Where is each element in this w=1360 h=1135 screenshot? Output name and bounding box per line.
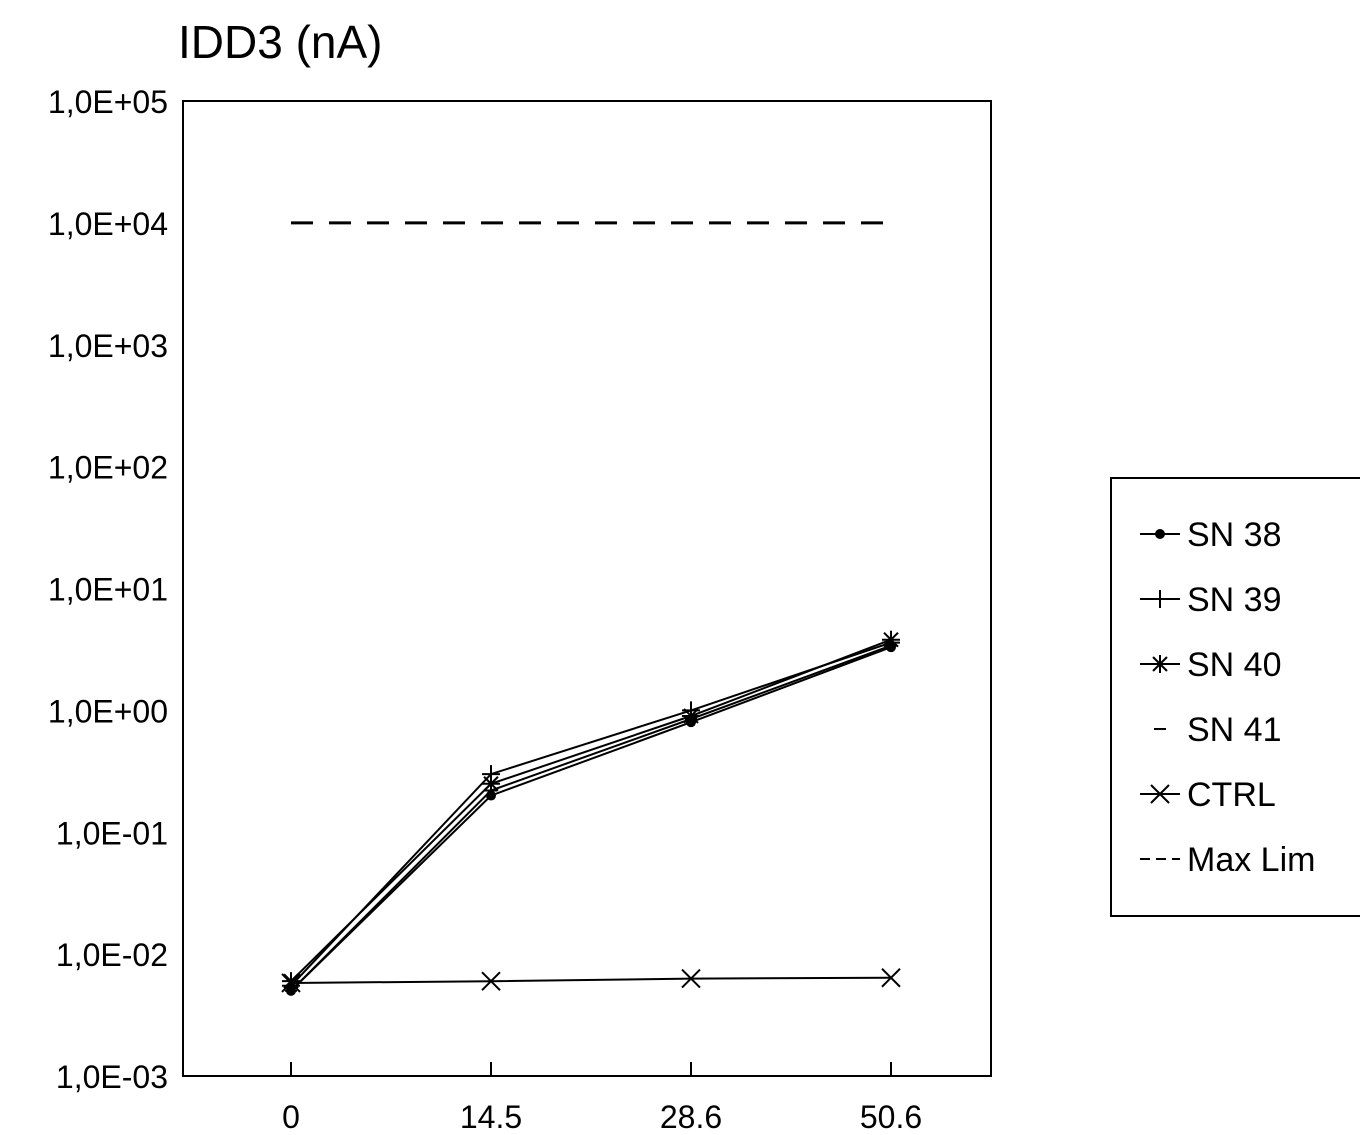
legend-marker [1151, 590, 1169, 608]
series-line [290, 644, 892, 992]
y-tick-label: 1,0E-02 [56, 937, 168, 973]
chart-title: IDD3 (nA) [178, 16, 382, 68]
legend-item: Max Lim [1140, 841, 1315, 879]
legend-marker [1151, 655, 1169, 673]
data-point [681, 968, 701, 989]
legend-marker [1150, 784, 1170, 804]
legend-marker [1155, 529, 1165, 539]
data-point [481, 971, 501, 991]
legend-item: SN 40 [1140, 646, 1282, 684]
x-tick-label: 0 [282, 1099, 300, 1135]
series-layer [281, 221, 901, 996]
data-point [282, 972, 300, 991]
x-axis: 0 14.5 28.6 50.6 [282, 1062, 922, 1135]
legend-label: SN 41 [1187, 711, 1282, 749]
y-tick-label: 1,0E+05 [48, 84, 168, 120]
data-point [881, 968, 901, 988]
legend-items: SN 38 SN 39 SN 40 SN 41 CTRL Max Lim [1140, 516, 1315, 879]
legend-item: SN 41 [1154, 711, 1282, 749]
legend-label: SN 39 [1187, 581, 1282, 619]
x-tick-label: 14.5 [460, 1099, 522, 1135]
legend-item: SN 38 [1140, 516, 1282, 554]
x-tick-label: 28.6 [660, 1099, 722, 1135]
series-sn-40 [282, 630, 900, 991]
data-point [281, 973, 301, 993]
legend-label: Max Lim [1187, 841, 1315, 879]
y-axis: 1,0E-03 1,0E-02 1,0E-01 1,0E+00 1,0E+01 1,0E+… [48, 84, 168, 1095]
y-tick-label: 1,0E+04 [48, 206, 168, 242]
y-tick-label: 1,0E+01 [48, 572, 168, 608]
y-tick-label: 1,0E+00 [48, 693, 168, 729]
y-tick-label: 1,0E-01 [56, 815, 168, 851]
series-sn-39 [282, 633, 900, 995]
y-tick-label: 1,0E+03 [48, 328, 168, 364]
y-tick-label: 1,0E+02 [48, 450, 168, 486]
series-line [290, 646, 892, 992]
series-sn-38 [286, 642, 896, 996]
legend-label: SN 38 [1187, 516, 1282, 554]
series-line [290, 641, 892, 987]
plot-frame [182, 100, 992, 1077]
legend-label: SN 40 [1187, 646, 1282, 684]
legend-item: SN 39 [1140, 581, 1282, 619]
series-line [290, 638, 892, 982]
series-line [290, 976, 892, 984]
legend-item: CTRL [1140, 776, 1276, 814]
x-tick-label: 50.6 [860, 1099, 922, 1135]
legend-label: CTRL [1187, 776, 1276, 814]
legend-box [1110, 477, 1360, 917]
series-ctrl [281, 968, 901, 993]
y-tick-label: 1,0E-03 [56, 1059, 168, 1095]
legend: SN 38 SN 39 SN 40 SN 41 CTRL Max Lim [1110, 477, 1360, 917]
series-sn-41 [285, 644, 897, 992]
